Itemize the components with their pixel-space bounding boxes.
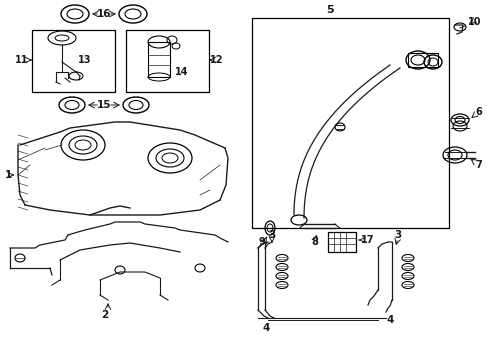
Text: 16: 16 [97,9,111,19]
Text: 12: 12 [210,55,224,65]
Text: 8: 8 [312,237,318,247]
Text: 14: 14 [175,67,189,77]
Text: 3: 3 [394,230,402,240]
Bar [252,18,449,228]
Text: 15: 15 [97,100,111,110]
Text: 4: 4 [262,323,270,333]
Bar [32,30,115,92]
Text: 5: 5 [326,5,334,15]
Text: 13: 13 [78,55,92,65]
Text: 6: 6 [476,107,482,117]
Text: 7: 7 [476,160,482,170]
Text: 3: 3 [269,230,275,240]
Text: 2: 2 [101,310,109,320]
Bar [126,30,209,92]
Text: 11: 11 [15,55,29,65]
Text: 9: 9 [259,237,266,247]
Text: 17: 17 [361,235,375,245]
Text: 4: 4 [386,315,393,325]
Bar [328,232,356,252]
Bar [408,53,438,67]
Text: 10: 10 [468,17,482,27]
Text: 1: 1 [4,170,12,180]
Bar [148,42,170,77]
